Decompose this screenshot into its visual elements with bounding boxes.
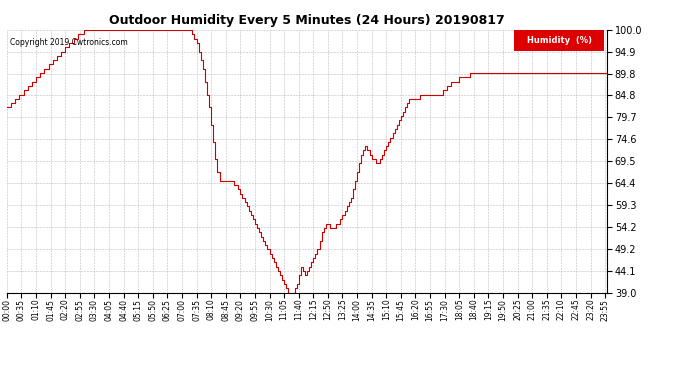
Text: Copyright 2019 Cwtronics.com: Copyright 2019 Cwtronics.com [10,38,128,47]
Title: Outdoor Humidity Every 5 Minutes (24 Hours) 20190817: Outdoor Humidity Every 5 Minutes (24 Hou… [109,15,505,27]
